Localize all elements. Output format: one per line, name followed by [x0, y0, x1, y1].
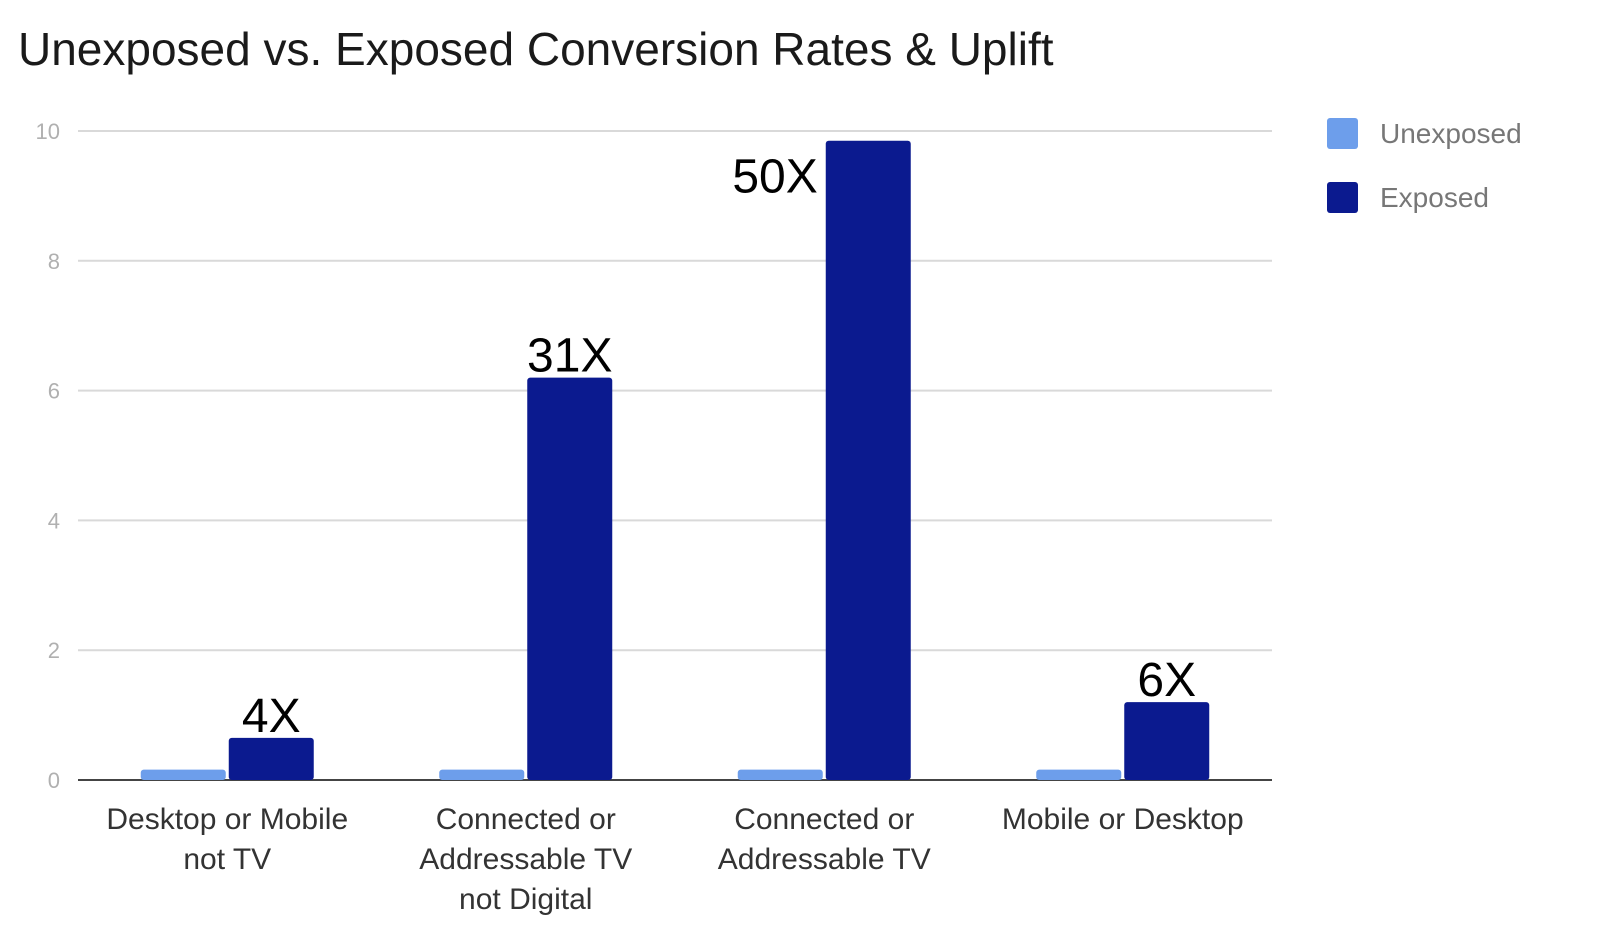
gridlines	[78, 130, 1272, 781]
y-axis-ticks: 0 2 4 6 8 10	[36, 119, 60, 793]
bar-exposed	[228, 737, 314, 780]
chart-title: Unexposed vs. Exposed Conversion Rates &…	[18, 23, 1054, 75]
bar-unexposed	[737, 769, 823, 780]
bar-exposed	[1124, 702, 1210, 780]
bar-exposed	[527, 377, 613, 780]
y-tick-label: 2	[48, 638, 60, 663]
data-label: 4X	[242, 690, 301, 743]
x-tick-label: Desktop or Mobile not TV	[106, 803, 348, 876]
y-tick-label: 10	[36, 119, 60, 144]
data-label: 6X	[1137, 654, 1196, 707]
bar-unexposed	[439, 769, 525, 780]
y-tick-label: 6	[48, 379, 60, 404]
bar-unexposed	[1036, 769, 1122, 780]
x-tick-label: Mobile or Desktop	[1002, 803, 1244, 836]
x-tick-label: Connected or Addressable TV not Digital	[419, 803, 632, 916]
data-label: 50X	[732, 151, 817, 204]
x-tick-label: Connected or Addressable TV	[718, 803, 931, 876]
bars	[140, 140, 1210, 781]
x-axis-ticks: Desktop or Mobile not TV Connected or Addre…	[106, 803, 1243, 916]
bar-unexposed	[140, 769, 226, 780]
legend-label: Unexposed	[1380, 118, 1522, 149]
data-label: 31X	[527, 330, 612, 383]
legend-swatch	[1327, 182, 1358, 213]
y-tick-label: 8	[48, 249, 60, 274]
bar-exposed	[825, 140, 911, 781]
data-labels: 4X 31X 50X 6X	[242, 151, 1196, 743]
y-tick-label: 0	[48, 768, 60, 793]
legend-swatch	[1327, 118, 1358, 149]
y-tick-label: 4	[48, 508, 60, 533]
legend-label: Exposed	[1380, 182, 1489, 213]
legend: Unexposed Exposed	[1327, 118, 1522, 213]
